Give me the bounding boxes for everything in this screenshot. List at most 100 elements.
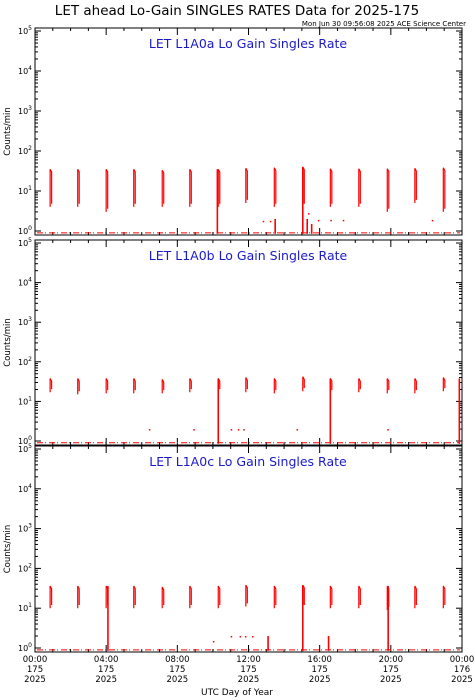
burst-mark bbox=[133, 168, 136, 207]
x-tick-year: 2025 bbox=[380, 675, 402, 685]
y-tick-label-exp: 0 bbox=[28, 435, 32, 442]
data-point bbox=[431, 219, 434, 222]
data-point bbox=[212, 640, 215, 643]
burst-mark bbox=[217, 168, 221, 207]
x-tick-time: 00:00 bbox=[450, 655, 475, 665]
burst-mark bbox=[273, 378, 277, 394]
x-tick-year: 2025 bbox=[95, 675, 117, 685]
y-tick-label-exp: 1 bbox=[28, 185, 32, 192]
x-tick-time: 20:00 bbox=[379, 655, 404, 665]
y-tick-label-exp: 5 bbox=[28, 25, 32, 32]
burst-mark bbox=[189, 378, 192, 393]
y-tick-label: 105 bbox=[18, 443, 32, 454]
data-point bbox=[244, 636, 247, 638]
burst-mark bbox=[189, 585, 192, 609]
burst-mark bbox=[414, 378, 417, 394]
x-tick-time: 04:00 bbox=[94, 655, 119, 665]
data-point bbox=[252, 636, 254, 638]
y-tick-label: 105 bbox=[18, 25, 32, 36]
burst-mark bbox=[77, 378, 80, 395]
burst-mark bbox=[442, 167, 446, 212]
x-tick-time: 08:00 bbox=[165, 655, 190, 665]
burst-mark bbox=[77, 168, 80, 207]
y-tick-label: 103 bbox=[18, 523, 32, 534]
y-tick-label-exp: 2 bbox=[28, 562, 32, 569]
y-tick-label: 101 bbox=[18, 602, 32, 613]
y-tick-label-base: 10 bbox=[18, 358, 28, 367]
burst-mark bbox=[414, 167, 417, 204]
x-tick-day: 175 bbox=[169, 665, 185, 675]
y-tick-label-base: 10 bbox=[18, 437, 28, 446]
y-tick-label-base: 10 bbox=[18, 318, 28, 327]
y-tick-label-base: 10 bbox=[18, 147, 28, 156]
x-tick-day: 175 bbox=[240, 665, 256, 675]
burst-mark bbox=[442, 377, 446, 392]
x-tick-time: 00:00 bbox=[23, 655, 48, 665]
y-axis-label: Counts/min bbox=[3, 107, 13, 156]
y-tick-label-base: 10 bbox=[18, 604, 28, 613]
y-tick-label: 102 bbox=[18, 356, 32, 367]
y-tick-label-exp: 4 bbox=[28, 277, 32, 284]
burst-mark bbox=[273, 585, 277, 609]
x-tick-year: 2025 bbox=[24, 675, 46, 685]
timestamp-label: Mon Jun 30 09:56:08 2025 ACE Science Cen… bbox=[302, 20, 466, 28]
data-point bbox=[317, 219, 320, 222]
x-tick-day: 175 bbox=[383, 665, 399, 675]
panel-title: LET L1A0c Lo Gain Singles Rate bbox=[149, 454, 347, 469]
data-point bbox=[308, 213, 310, 215]
data-point bbox=[387, 429, 389, 431]
y-tick-label-exp: 0 bbox=[28, 642, 32, 649]
y-tick-label: 104 bbox=[18, 277, 32, 288]
y-tick-label: 101 bbox=[18, 395, 32, 406]
burst-mark bbox=[161, 169, 165, 207]
y-tick-label-base: 10 bbox=[18, 525, 28, 534]
x-tick-year: 2025 bbox=[238, 675, 260, 685]
y-tick-label-base: 10 bbox=[18, 239, 28, 248]
data-point bbox=[239, 636, 242, 638]
data-point bbox=[230, 429, 233, 431]
burst-mark bbox=[414, 585, 417, 609]
burst-mark bbox=[49, 585, 53, 609]
burst-mark bbox=[105, 378, 109, 394]
y-tick-label-base: 10 bbox=[18, 485, 28, 494]
y-tick-label-exp: 1 bbox=[28, 395, 32, 402]
y-axis-label: Counts/min bbox=[3, 318, 13, 367]
x-tick-time: 16:00 bbox=[307, 655, 332, 665]
data-point bbox=[296, 429, 299, 431]
burst-mark bbox=[386, 378, 390, 394]
y-tick-label: 105 bbox=[18, 237, 32, 248]
x-tick-year: 2025 bbox=[309, 675, 331, 685]
x-tick-year: 2025 bbox=[451, 675, 473, 685]
burst-mark bbox=[161, 586, 165, 609]
burst-mark bbox=[133, 585, 136, 609]
y-tick-label: 103 bbox=[18, 316, 32, 327]
y-axis-label: Counts/min bbox=[3, 525, 13, 574]
burst-mark bbox=[133, 378, 136, 394]
x-tick-day: 176 bbox=[454, 665, 470, 675]
burst-mark bbox=[442, 585, 446, 609]
burst-mark bbox=[358, 168, 361, 207]
y-tick-label-base: 10 bbox=[18, 445, 28, 454]
y-tick-label-base: 10 bbox=[18, 187, 28, 196]
y-tick-label: 103 bbox=[18, 105, 32, 116]
data-point bbox=[237, 429, 240, 431]
y-tick-label-exp: 3 bbox=[28, 523, 32, 530]
burst-mark bbox=[273, 167, 277, 207]
x-axis-label: UTC Day of Year bbox=[201, 688, 273, 698]
burst-mark bbox=[245, 584, 248, 607]
burst-mark bbox=[161, 379, 165, 394]
burst-mark bbox=[49, 168, 53, 207]
burst-mark bbox=[358, 585, 361, 609]
x-tick-labels: 00:00175202504:00175202508:00175202512:0… bbox=[23, 655, 475, 685]
data-point bbox=[243, 429, 245, 431]
data-point bbox=[330, 219, 332, 222]
data-point bbox=[148, 429, 151, 431]
y-tick-label-exp: 3 bbox=[28, 105, 32, 112]
x-tick-time: 12:00 bbox=[236, 655, 261, 665]
y-tick-label-base: 10 bbox=[18, 564, 28, 573]
data-point bbox=[342, 219, 345, 222]
y-tick-label-base: 10 bbox=[18, 279, 28, 288]
